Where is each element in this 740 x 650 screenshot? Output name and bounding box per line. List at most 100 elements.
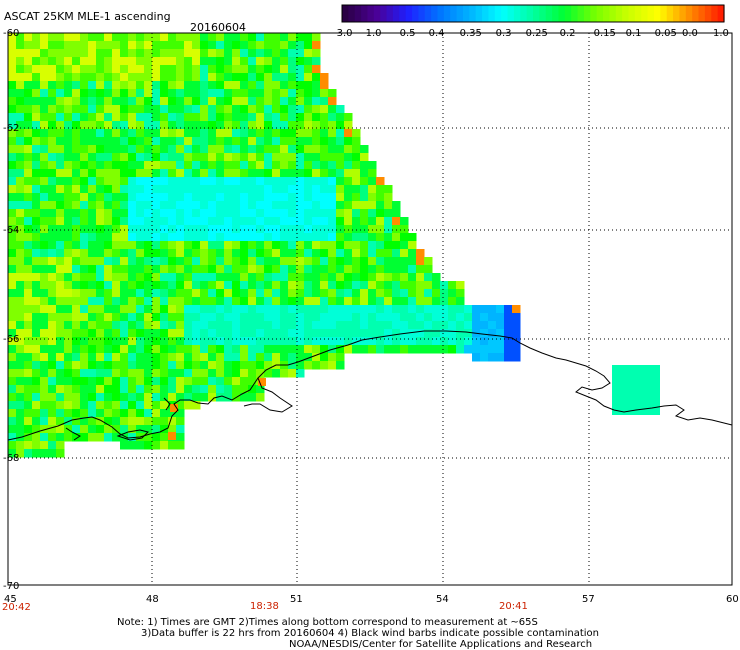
data-cell — [368, 209, 377, 218]
data-cell — [248, 345, 257, 354]
data-cell — [256, 385, 265, 394]
data-cell — [72, 209, 81, 218]
data-cell — [200, 225, 209, 234]
data-cell — [344, 225, 353, 234]
data-cell — [304, 233, 313, 242]
data-cell — [440, 297, 449, 306]
data-cell — [216, 113, 225, 122]
colorbar-swatch — [348, 5, 356, 22]
data-cell — [296, 361, 305, 370]
data-cell — [256, 89, 265, 98]
data-cell — [184, 329, 193, 338]
data-cell — [128, 265, 137, 274]
data-cell — [320, 257, 329, 266]
data-cell — [248, 337, 257, 346]
data-cell — [64, 257, 73, 266]
data-cell — [120, 393, 129, 402]
coastline-islands — [65, 397, 171, 441]
data-cell — [296, 97, 305, 106]
data-cell — [424, 313, 433, 322]
data-cell — [16, 57, 25, 66]
data-cell — [24, 241, 33, 250]
data-cell — [96, 409, 105, 418]
data-cell — [16, 201, 25, 210]
data-cell — [168, 121, 177, 130]
data-cell — [24, 121, 33, 130]
data-cell — [112, 233, 121, 242]
data-cell — [192, 337, 201, 346]
data-cell — [384, 321, 393, 330]
data-cell — [24, 81, 33, 90]
data-cell — [328, 233, 337, 242]
data-cell — [160, 177, 169, 186]
data-cell — [288, 105, 297, 114]
data-cell — [264, 233, 273, 242]
colorbar — [341, 4, 725, 23]
data-cell — [112, 89, 121, 98]
data-cell — [160, 361, 169, 370]
data-cell — [208, 209, 217, 218]
data-cell — [312, 185, 321, 194]
data-cell — [136, 369, 145, 378]
data-cell — [48, 249, 57, 258]
data-cell — [224, 121, 233, 130]
data-cell — [192, 57, 201, 66]
data-cell — [16, 41, 25, 50]
data-cell — [64, 113, 73, 122]
data-cell — [112, 217, 121, 226]
data-cell — [80, 385, 89, 394]
data-cell — [384, 313, 393, 322]
data-cell — [248, 169, 257, 178]
data-cell — [136, 345, 145, 354]
data-cell — [280, 217, 289, 226]
data-cell — [512, 329, 521, 338]
data-cell — [24, 185, 33, 194]
data-cell — [328, 289, 337, 298]
data-cell — [24, 57, 33, 66]
data-cell — [128, 33, 137, 42]
data-cell — [104, 169, 113, 178]
data-cell — [216, 385, 225, 394]
data-cell — [336, 137, 345, 146]
data-cell — [376, 185, 385, 194]
data-cell — [240, 121, 249, 130]
data-cell — [88, 297, 97, 306]
data-cell — [232, 321, 241, 330]
data-cell — [120, 321, 129, 330]
data-cell — [256, 137, 265, 146]
data-cell — [120, 177, 129, 186]
data-cell — [144, 209, 153, 218]
data-cell — [272, 129, 281, 138]
data-cell — [80, 305, 89, 314]
data-cell — [88, 433, 97, 442]
data-cell — [336, 313, 345, 322]
data-cell — [256, 153, 265, 162]
data-cell — [176, 97, 185, 106]
data-cell — [72, 353, 81, 362]
data-cell — [264, 41, 273, 50]
data-cell — [256, 201, 265, 210]
data-cell — [344, 137, 353, 146]
data-cell — [216, 377, 225, 386]
data-cell — [24, 265, 33, 274]
data-cell — [144, 233, 153, 242]
data-cell — [288, 361, 297, 370]
data-cell — [280, 257, 289, 266]
data-cell — [48, 401, 57, 410]
data-cell — [232, 305, 241, 314]
data-cell — [160, 409, 169, 418]
data-cell — [272, 153, 281, 162]
data-cell — [352, 281, 361, 290]
data-cell — [200, 137, 209, 146]
data-cell — [296, 193, 305, 202]
data-cell — [40, 281, 49, 290]
data-cell — [504, 329, 513, 338]
data-cell — [200, 97, 209, 106]
data-cell — [32, 161, 41, 170]
data-cell — [136, 41, 145, 50]
data-cell — [272, 257, 281, 266]
data-cell — [312, 169, 321, 178]
data-cell — [480, 321, 489, 330]
data-cell — [16, 89, 25, 98]
data-cell — [136, 249, 145, 258]
